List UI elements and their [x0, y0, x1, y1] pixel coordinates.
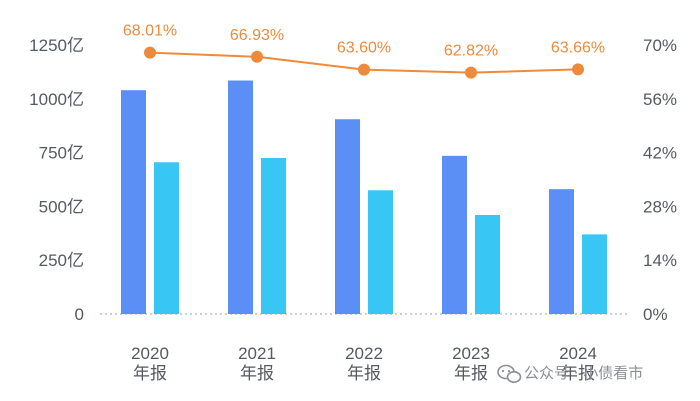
y-right-tick-0: 0% — [643, 305, 668, 324]
ratio-label-4: 63.66% — [551, 39, 605, 56]
ratio-point-2 — [358, 63, 370, 76]
x-tick-year-1: 2021 — [238, 344, 276, 363]
y-right-tick-1: 14% — [643, 251, 677, 270]
x-tick-suffix-3: 年报 — [454, 364, 488, 383]
y-axis-right: 0% 14% 28% 42% 56% 70% — [643, 36, 677, 324]
ratio-point-4 — [572, 63, 584, 76]
bar-s1-0 — [121, 90, 146, 314]
x-tick-suffix-4: 年报 — [561, 364, 595, 383]
wechat-icon — [497, 364, 522, 383]
x-tick-1: 2021 年报 — [238, 344, 276, 383]
x-tick-year-3: 2023 — [452, 344, 490, 363]
x-tick-2: 2022 年报 — [345, 344, 383, 383]
bar-s2-4 — [582, 234, 607, 314]
bar-s1-1 — [228, 80, 253, 315]
bar-s2-0 — [154, 162, 179, 314]
y-axis-left: 0 250亿 500亿 750亿 1000亿 1250亿 — [29, 36, 84, 324]
x-tick-year-4: 2024 — [559, 344, 597, 363]
ratio-label-1: 66.93% — [230, 27, 284, 44]
bar-s2-2 — [368, 190, 393, 314]
x-tick-4: 2024 年报 — [559, 344, 597, 383]
x-tick-year-2: 2022 — [345, 344, 383, 363]
watermark-text: 公众号 · 小债看市 — [524, 364, 643, 382]
y-left-tick-3: 750亿 — [39, 144, 84, 163]
bar-s2-3 — [475, 215, 500, 314]
watermark: 公众号 · 小债看市 — [497, 364, 643, 383]
y-left-tick-2: 500亿 — [39, 197, 84, 216]
ratio-point-0 — [144, 46, 156, 59]
y-left-tick-5: 1250亿 — [29, 36, 84, 55]
y-right-tick-3: 42% — [643, 144, 677, 163]
y-left-tick-1: 250亿 — [39, 251, 84, 270]
bar-s1-2 — [335, 119, 360, 314]
x-tick-suffix-2: 年报 — [347, 364, 381, 383]
ratio-label-2: 63.60% — [337, 40, 391, 57]
line-layer — [144, 46, 584, 79]
y-right-tick-4: 56% — [643, 90, 677, 109]
ratio-label-0: 68.01% — [123, 23, 177, 40]
x-tick-suffix-0: 年报 — [133, 364, 167, 383]
y-left-tick-4: 1000亿 — [29, 90, 84, 109]
y-right-tick-5: 70% — [643, 36, 677, 55]
bar-s2-1 — [261, 157, 286, 314]
labels-layer: 68.01% 66.93% 63.60% 62.82% 63.66% — [123, 23, 605, 60]
bars-layer — [121, 80, 607, 315]
ratio-point-1 — [251, 50, 263, 63]
y-right-tick-2: 28% — [643, 197, 677, 216]
x-tick-0: 2020 年报 — [131, 344, 169, 383]
ratio-label-3: 62.82% — [444, 43, 498, 60]
x-tick-year-0: 2020 — [131, 344, 169, 363]
bar-s1-4 — [549, 189, 574, 314]
ratio-point-3 — [465, 66, 477, 79]
bar-s1-3 — [442, 155, 467, 314]
x-tick-3: 2023 年报 — [452, 344, 490, 383]
y-left-tick-0: 0 — [75, 305, 84, 324]
x-tick-suffix-1: 年报 — [240, 364, 274, 383]
